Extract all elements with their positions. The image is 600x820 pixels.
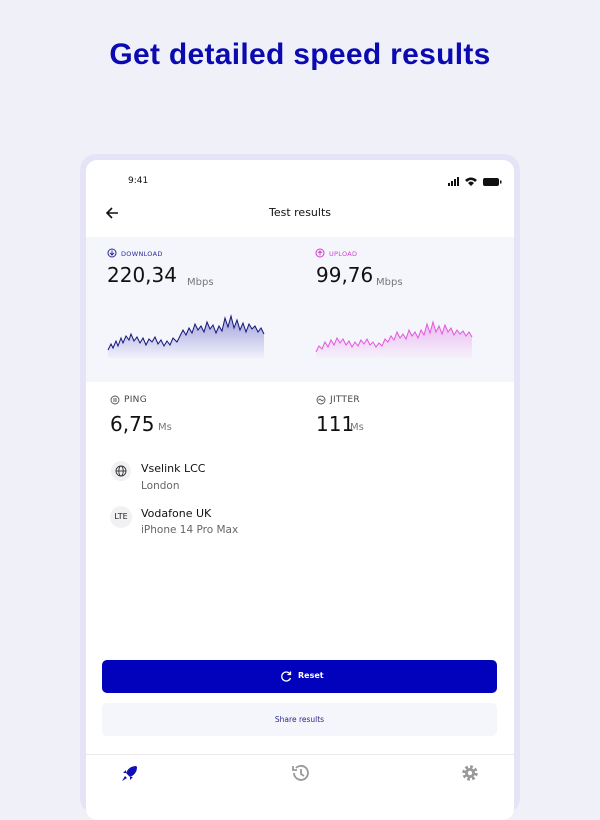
jitter-value: 111: [316, 412, 355, 436]
jitter-unit: Ms: [350, 422, 364, 433]
download-label: DOWNLOAD: [121, 250, 163, 258]
reset-button[interactable]: Reset: [102, 660, 497, 693]
provider-detail: iPhone 14 Pro Max: [141, 524, 239, 536]
reset-icon: [281, 671, 292, 682]
upload-value: 99,76: [316, 263, 374, 287]
upload-label: UPLOAD: [329, 250, 358, 258]
upload-unit: Mbps: [376, 277, 403, 288]
download-sparkline: [107, 314, 265, 358]
jitter-label: JITTER: [330, 395, 360, 405]
ping-unit: Ms: [158, 422, 172, 433]
download-icon: [107, 248, 117, 258]
nav-speed[interactable]: [120, 763, 140, 783]
back-button[interactable]: [104, 205, 120, 221]
download-unit: Mbps: [187, 277, 214, 288]
screen-title: Test results: [268, 206, 331, 219]
upload-sparkline: [315, 320, 473, 358]
reset-label: Reset: [298, 671, 324, 680]
nav-settings[interactable]: [460, 763, 480, 783]
provider-icon: [111, 461, 131, 481]
upload-icon: [315, 248, 325, 258]
provider-name: Vodafone UK: [141, 507, 212, 520]
nav-history[interactable]: [290, 763, 310, 783]
ping-icon: [110, 395, 120, 405]
download-value: 220,34: [107, 263, 177, 287]
ping-value: 6,75: [110, 412, 155, 436]
status-icons: [448, 177, 502, 186]
globe-icon: [115, 465, 127, 477]
ping-label: PING: [124, 395, 147, 405]
nav-divider: [86, 754, 514, 755]
jitter-icon: [316, 395, 326, 405]
share-button[interactable]: Share results: [102, 703, 497, 736]
headline: Get detailed speed results: [109, 38, 491, 71]
phone-screen: 9:41 Test results DOWNLOAD 220,34 Mbps U…: [86, 160, 514, 820]
provider-detail: London: [141, 480, 180, 492]
provider-name: Vselink LCC: [141, 462, 206, 475]
provider-icon: LTE: [110, 506, 132, 528]
status-time: 9:41: [128, 176, 149, 186]
page: {"headline": "Get detailed speed results…: [80, 38, 520, 820]
